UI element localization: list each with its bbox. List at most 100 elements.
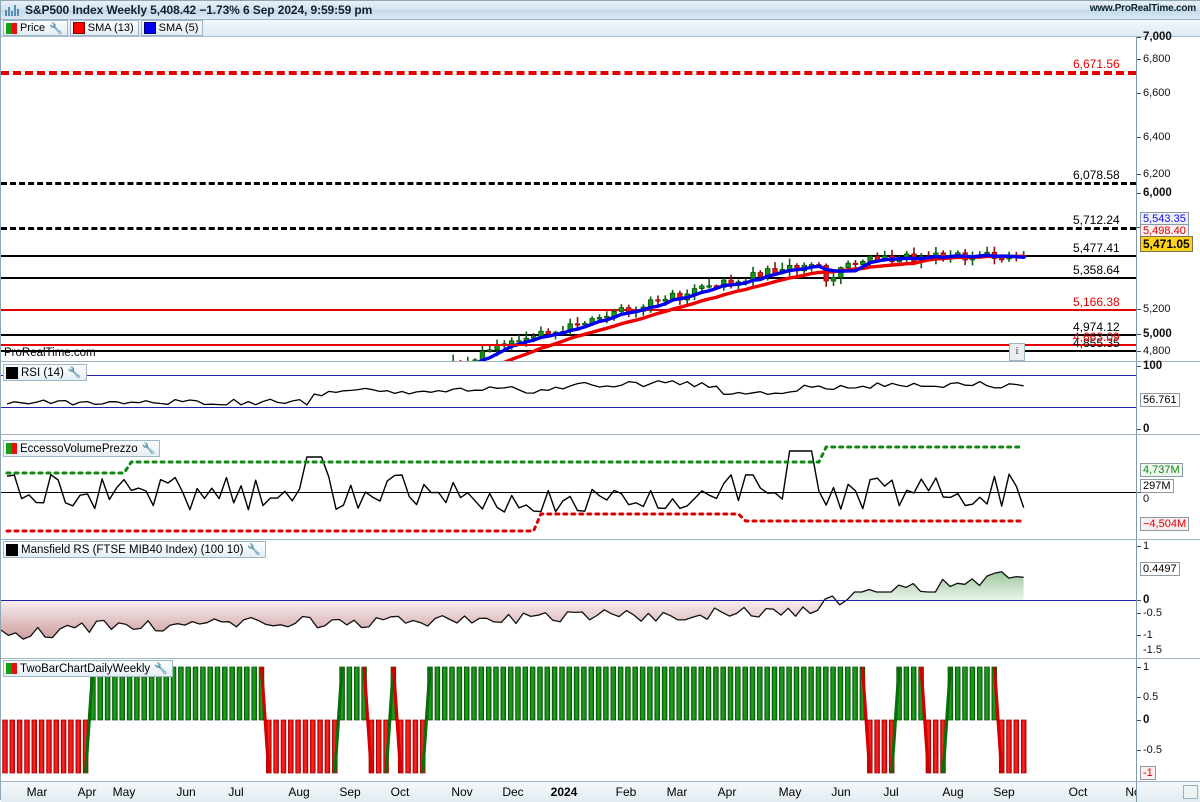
sma5-swatch-icon [143, 22, 156, 34]
axis-tick [1137, 697, 1141, 698]
level-line-6671 [1, 71, 1136, 75]
axis-tick [1137, 227, 1141, 228]
time-axis-label: Mar [666, 785, 688, 799]
eccesso-panel[interactable]: EccessoVolumePrezzo 🔧 [1, 435, 1136, 539]
wrench-icon[interactable]: 🔧 [154, 663, 168, 675]
indicator-label-twobar: TwoBarChartDailyWeekly [20, 662, 151, 675]
time-axis-label: Oct [390, 785, 410, 799]
wrench-icon[interactable]: 🔧 [141, 443, 156, 455]
time-axis-label: Aug [288, 785, 310, 799]
mansfield-axis-label-1: 1 [1143, 540, 1150, 552]
time-axis-label: Jun [176, 785, 196, 799]
panel-separator [1, 539, 1200, 540]
legend-label-sma13: SMA (13) [87, 22, 134, 34]
rsi-upper-band-line [1, 375, 1136, 376]
time-axis-label: Mar [26, 785, 48, 799]
axis-tick [1137, 429, 1141, 430]
twobar-value-box: -1 [1140, 766, 1156, 780]
sma13-swatch-icon [72, 22, 85, 34]
twobar-axis-label-0: 0 [1143, 714, 1150, 726]
level-line-5477 [1, 255, 1136, 257]
info-icon[interactable]: i [1009, 343, 1025, 361]
time-axis-label: Sep [339, 785, 361, 799]
axis-tick [1137, 546, 1141, 547]
wrench-icon[interactable]: 🔧 [49, 22, 63, 35]
rsi-panel[interactable]: RSI (14) 🔧 [1, 362, 1136, 434]
legend-item-sma13[interactable]: SMA (13) [69, 20, 139, 36]
axis-corner[interactable] [1136, 781, 1200, 802]
indicator-chip-mansfield[interactable]: Mansfield RS (FTSE MIB40 Index) (100 10)… [3, 541, 267, 558]
time-axis[interactable]: Mar Apr May Jun Jul Aug Sep Oct Nov Dec 2024 Feb Mar… [1, 781, 1200, 802]
legend-item-sma5[interactable]: SMA (5) [140, 20, 204, 36]
mansfield-axis[interactable]: 1 0.4497 0 -0.5 -1 -1.5 [1136, 540, 1200, 658]
eccesso-upper-band-box: 4,737M [1140, 463, 1183, 477]
axis-tick [1137, 667, 1141, 668]
mansfield-axis-label-neg1: -1 [1143, 629, 1153, 641]
mansfield-value-box: 0.4497 [1140, 562, 1180, 576]
mansfield-axis-label-neg15: -1.5 [1143, 644, 1162, 656]
level-line-5166 [1, 309, 1136, 311]
legend-item-price[interactable]: Price 🔧 [3, 20, 68, 36]
bars-icon [4, 3, 22, 17]
time-axis-label: Aug [942, 785, 964, 799]
indicator-label-mansfield: Mansfield RS (FTSE MIB40 Index) (100 10) [21, 543, 244, 556]
eccesso-zero-line [1, 492, 1136, 493]
axis-tick [1137, 137, 1141, 138]
axis-label-6200: 6,200 [1143, 168, 1171, 180]
panel-separator [1, 658, 1200, 659]
price-panel[interactable]: 6,671.56 6,078.58 5,712.24 5,477.41 5,35… [1, 37, 1136, 361]
indicator-chip-twobar[interactable]: TwoBarChartDailyWeekly 🔧 [3, 660, 173, 677]
level-label-6078: 6,078.58 [1073, 168, 1120, 182]
eccesso-axis[interactable]: 4,737M 297M 0 −4,504M [1136, 435, 1200, 539]
level-line-5712 [1, 227, 1136, 230]
wrench-icon[interactable]: 🔧 [67, 367, 82, 379]
mansfield-panel[interactable]: Mansfield RS (FTSE MIB40 Index) (100 10)… [1, 540, 1136, 658]
panel-separator [1, 361, 1200, 362]
rsi-lower-band-line [1, 407, 1136, 408]
indicator-chip-eccesso[interactable]: EccessoVolumePrezzo 🔧 [3, 440, 161, 457]
last-price-box: 5,471.05 [1140, 236, 1193, 252]
axis-tick [1137, 720, 1141, 721]
time-axis-label: Apr [717, 785, 737, 799]
twobar-plot [2, 666, 1027, 774]
indicator-chip-rsi[interactable]: RSI (14) 🔧 [3, 364, 87, 381]
price-axis[interactable]: 7,000 6,800 6,600 6,400 6,200 6,000 5,80… [1136, 31, 1200, 389]
level-label-5166: 5,166.38 [1073, 295, 1120, 309]
mansfield-zero-line [1, 600, 1136, 601]
time-axis-label: Sep [993, 785, 1015, 799]
axis-tick [1137, 750, 1141, 751]
axis-tick [1137, 174, 1141, 175]
panel-separator [1, 434, 1200, 435]
level-label-5358: 5,358.64 [1073, 263, 1120, 277]
time-axis-label: Jul [883, 785, 899, 799]
axis-tick [1137, 59, 1141, 60]
axis-label-6800: 6,800 [1143, 53, 1171, 65]
level-label-5712: 5,712.24 [1073, 213, 1120, 227]
rsi-plot [6, 380, 1024, 406]
eccesso-swatch-icon [6, 443, 17, 454]
axis-tick [1137, 635, 1141, 636]
axis-tick [1137, 492, 1141, 493]
wrench-icon[interactable]: 🔧 [247, 544, 262, 556]
twobar-panel[interactable]: TwoBarChartDailyWeekly 🔧 [1, 659, 1136, 781]
time-axis-label: May [112, 785, 136, 799]
rsi-axis[interactable]: 100 0 56.761 [1136, 360, 1200, 435]
eccesso-axis-label-0: 0 [1143, 493, 1150, 505]
title-bar: S&P500 Index Weekly 5,408.42 −1.73% 6 Se… [1, 1, 1200, 20]
chart-source-mark: ProRealTime.com [4, 347, 96, 359]
time-axis-label: Dec [502, 785, 524, 799]
rsi-value-box: 56.761 [1140, 393, 1180, 407]
brand-watermark: www.ProRealTime.com [1089, 3, 1196, 14]
axis-label-6600: 6,600 [1143, 87, 1171, 99]
axis-label-5200: 5,200 [1143, 303, 1171, 315]
twobar-axis[interactable]: 1 0.5 0 -0.5 -1 [1136, 659, 1200, 781]
time-axis-label: Jun [831, 785, 851, 799]
axis-tick [1137, 309, 1141, 310]
axis-settings-icon[interactable] [1183, 785, 1198, 799]
level-label-6671: 6,671.56 [1073, 57, 1120, 71]
level-label-4855: 4,855.35 [1073, 336, 1120, 350]
level-line-4663-draw [1, 344, 1136, 346]
axis-label-7000: 7,000 [1143, 31, 1172, 43]
axis-tick [1137, 351, 1141, 352]
